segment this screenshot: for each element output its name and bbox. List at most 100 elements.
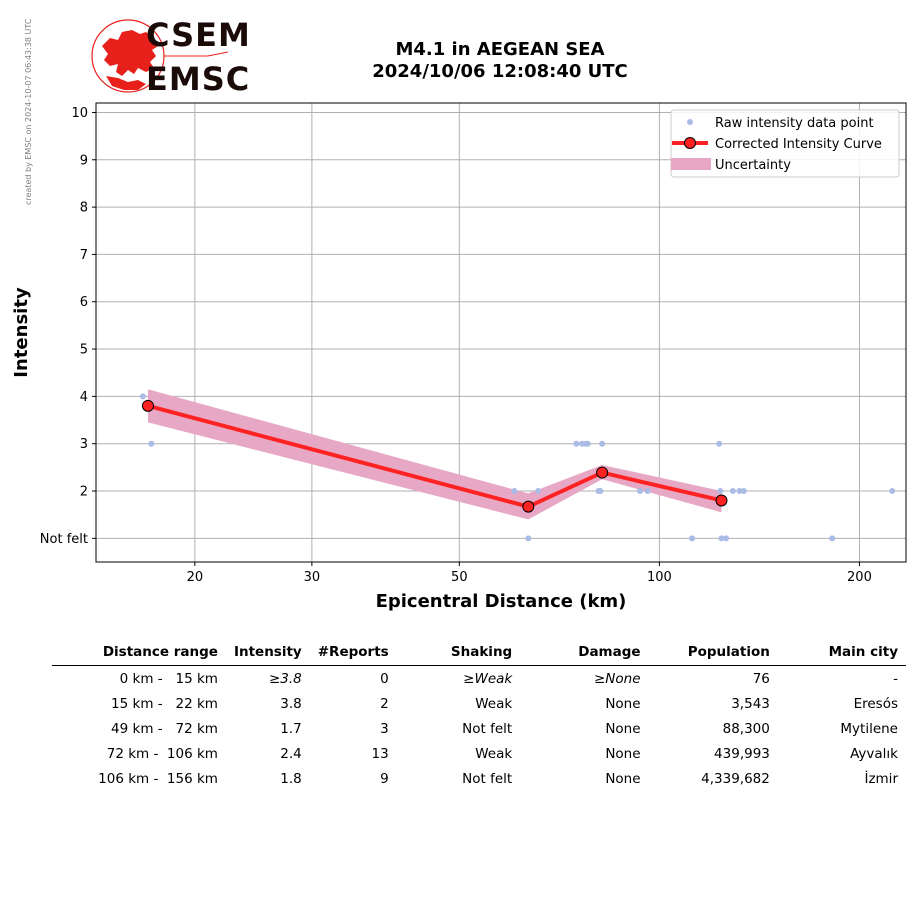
y-tick-label: 4 bbox=[80, 390, 88, 405]
cell-damage: ≥None bbox=[594, 670, 641, 687]
y-tick-label: 2 bbox=[80, 485, 88, 500]
cell-shaking: Not felt bbox=[462, 770, 513, 787]
raw-data-point bbox=[636, 488, 643, 495]
raw-data-point bbox=[723, 535, 730, 542]
raw-data-point bbox=[889, 488, 896, 495]
legend-entry-label: Uncertainty bbox=[715, 158, 791, 173]
cell-distance: 72 km - 106 km bbox=[106, 745, 218, 762]
curve-marker bbox=[141, 399, 154, 412]
col-header-intensity: Intensity bbox=[225, 640, 310, 666]
logo-europe-map-icon bbox=[102, 30, 158, 76]
table-row: 0 km - 15 km ≥3.8 0 ≥Weak ≥None 76 - bbox=[52, 666, 906, 692]
cell-main-city: Mytilene bbox=[840, 720, 898, 737]
raw-data-point bbox=[729, 488, 736, 495]
table-row: 49 km - 72 km 1.7 3 Not felt None 88,300… bbox=[52, 716, 906, 741]
cell-population: 4,339,682 bbox=[701, 770, 770, 787]
cell-reports: 0 bbox=[380, 670, 389, 687]
legend-entry-label: Corrected Intensity Curve bbox=[715, 137, 882, 152]
x-tick-label: 20 bbox=[187, 570, 204, 585]
cell-reports: 9 bbox=[380, 770, 389, 787]
cell-reports: 2 bbox=[380, 695, 389, 712]
chart-title-line2: 2024/10/06 12:08:40 UTC bbox=[372, 61, 628, 82]
y-tick-label: Not felt bbox=[40, 532, 88, 547]
curve-marker bbox=[715, 494, 728, 507]
cell-damage: None bbox=[605, 695, 641, 712]
intensity-distance-chart: 20 30 50 100 200 Not felt 2 3 4 5 6 7 8 9 10 Epicentral… bbox=[11, 102, 907, 612]
cell-shaking: ≥Weak bbox=[463, 670, 513, 687]
raw-data-point bbox=[644, 488, 651, 495]
raw-data-point bbox=[716, 440, 723, 447]
raw-data-point bbox=[718, 535, 725, 542]
y-axis-label: Intensity bbox=[11, 287, 32, 378]
col-header-reports: #Reports bbox=[309, 640, 397, 666]
y-tick-label: 7 bbox=[80, 248, 88, 263]
y-tick-label: 3 bbox=[80, 437, 88, 452]
legend-box bbox=[670, 109, 900, 178]
raw-data-point bbox=[689, 535, 696, 542]
legend-curve-marker-icon bbox=[684, 137, 696, 149]
cell-damage: None bbox=[605, 720, 641, 737]
x-tick-label: 30 bbox=[304, 570, 321, 585]
x-tick-label: 50 bbox=[451, 570, 468, 585]
y-tick-label: 5 bbox=[80, 343, 88, 358]
raw-data-point bbox=[573, 440, 580, 447]
cell-shaking: Weak bbox=[475, 695, 513, 712]
cell-intensity: ≥3.8 bbox=[268, 670, 302, 687]
cell-distance: 15 km - 22 km bbox=[111, 695, 218, 712]
chart-title-line1: M4.1 in AEGEAN SEA bbox=[395, 39, 605, 60]
uncertainty-band bbox=[147, 389, 722, 520]
col-header-damage: Damage bbox=[520, 640, 649, 666]
cell-main-city: Ayvalık bbox=[850, 745, 898, 762]
raw-data-point bbox=[829, 535, 836, 542]
csem-emsc-logo bbox=[91, 19, 229, 93]
cell-population: 88,300 bbox=[722, 720, 770, 737]
table-row: 106 km - 156 km 1.8 9 Not felt None 4,33… bbox=[52, 766, 906, 791]
cell-main-city: İzmir bbox=[864, 770, 898, 787]
x-tick-label: 100 bbox=[647, 570, 672, 585]
raw-data-point bbox=[717, 488, 724, 495]
y-tick-label: 8 bbox=[80, 201, 88, 216]
y-tick-label: 6 bbox=[80, 295, 88, 310]
logo-text-csem: CSEM bbox=[146, 16, 251, 54]
cell-intensity: 1.8 bbox=[280, 770, 302, 787]
raw-data-point bbox=[597, 488, 604, 495]
cell-population: 3,543 bbox=[731, 695, 770, 712]
col-header-distance: Distance range bbox=[52, 640, 226, 666]
cell-damage: None bbox=[605, 745, 641, 762]
legend-raw-point-icon bbox=[687, 119, 693, 125]
cell-main-city: - bbox=[893, 670, 898, 687]
cell-reports: 13 bbox=[371, 745, 389, 762]
col-header-main-city: Main city bbox=[777, 640, 906, 666]
table-header-row: Distance range Intensity #Reports Shakin… bbox=[52, 640, 906, 666]
chart-legend: Raw intensity data point Corrected Intens… bbox=[670, 109, 900, 178]
raw-data-point bbox=[535, 488, 542, 495]
logo-africa-map-icon bbox=[106, 76, 146, 90]
raw-data-point bbox=[584, 440, 591, 447]
raw-data-point bbox=[599, 440, 606, 447]
legend-uncertainty-icon bbox=[671, 158, 711, 170]
cell-reports: 3 bbox=[380, 720, 389, 737]
raw-data-point bbox=[740, 488, 747, 495]
cell-intensity: 1.7 bbox=[280, 720, 302, 737]
corrected-intensity-curve bbox=[147, 403, 722, 509]
cell-shaking: Weak bbox=[475, 745, 513, 762]
cell-distance: 106 km - 156 km bbox=[98, 770, 218, 787]
curve-marker bbox=[522, 500, 535, 513]
raw-data-point bbox=[511, 488, 518, 495]
legend-entry-label: Raw intensity data point bbox=[715, 116, 874, 131]
intensity-summary-table: Distance range Intensity #Reports Shakin… bbox=[52, 640, 906, 791]
cell-distance: 0 km - 15 km bbox=[119, 670, 218, 687]
cell-shaking: Not felt bbox=[462, 720, 513, 737]
y-tick-label: 9 bbox=[80, 153, 88, 168]
plot-frame bbox=[95, 102, 907, 563]
raw-data-point bbox=[148, 440, 155, 447]
cell-distance: 49 km - 72 km bbox=[111, 720, 218, 737]
x-axis-label: Epicentral Distance (km) bbox=[376, 591, 627, 612]
cell-intensity: 2.4 bbox=[280, 745, 302, 762]
cell-population: 76 bbox=[752, 670, 770, 687]
col-header-population: Population bbox=[648, 640, 778, 666]
cell-damage: None bbox=[605, 770, 641, 787]
table-row: 15 km - 22 km 3.8 2 Weak None 3,543 Eres… bbox=[52, 691, 906, 716]
raw-data-point bbox=[139, 393, 146, 400]
y-tick-label: 10 bbox=[71, 106, 88, 121]
